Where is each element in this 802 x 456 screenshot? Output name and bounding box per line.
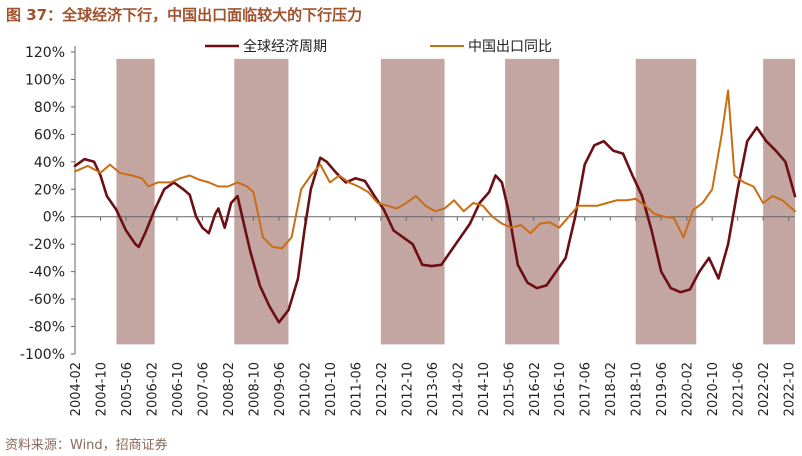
x-tick-label: 2020-02 [681, 362, 696, 416]
x-tick-label: 2006-02 [145, 362, 160, 416]
x-axis: 2004-02 2004-10 2005-06 2006-02 2006-10 2007-… [69, 216, 798, 416]
shaded-period-6 [763, 58, 795, 345]
x-tick-label: 2011-06 [349, 362, 364, 416]
series-line-2 [74, 89, 796, 250]
legend-label-1: 全球经济周期 [243, 38, 327, 55]
legend-label-2: 中国出口同比 [468, 39, 552, 55]
shaded-period-5 [635, 58, 697, 345]
x-tick-label: 2006-10 [171, 362, 186, 416]
shaded-period-3 [380, 58, 445, 345]
x-tick-label: 2014-02 [451, 362, 466, 416]
x-tick-label: 2016-10 [553, 362, 568, 416]
y-tick-label: 120% [25, 45, 65, 61]
y-tick-label: 40% [34, 155, 65, 171]
x-tick-label: 2019-06 [655, 362, 670, 416]
series-lines [73, 89, 797, 324]
x-tick-label: 2004-10 [94, 362, 109, 416]
y-tick-label: -80% [29, 320, 65, 336]
x-tick-label: 2015-06 [502, 362, 517, 416]
x-tick-label: 2017-06 [579, 362, 594, 416]
x-tick-label: 2012-10 [400, 362, 415, 416]
x-tick-label: 2005-06 [120, 362, 135, 416]
x-tick-label: 2022-10 [783, 362, 798, 416]
line-chart: 120% 100% 80% 60% 40% 20% 0% -20% -40% -60% -80% -1… [20, 38, 798, 416]
x-tick-label: 2020-10 [706, 362, 721, 416]
x-tick-label: 2008-02 [222, 362, 237, 416]
x-tick-label: 2012-02 [375, 362, 390, 416]
series-line-1 [73, 126, 797, 324]
x-tick-label: 2010-10 [324, 362, 339, 416]
chart-title: 图 37：全球经济下行，中国出口面临较大的下行压力 [6, 6, 363, 24]
y-tick-label: 60% [34, 127, 65, 143]
y-tick-label: 80% [34, 100, 65, 116]
shaded-period-4 [505, 58, 560, 345]
shaded-periods [116, 58, 795, 345]
y-tick-label: 100% [25, 72, 65, 88]
x-tick-label: 2004-02 [69, 362, 84, 416]
x-tick-label: 2018-02 [604, 362, 619, 416]
x-tick-label: 2010-02 [298, 362, 313, 416]
x-tick-label: 2018-10 [630, 362, 645, 416]
x-tick-label: 2016-02 [528, 362, 543, 416]
y-tick-label: 0% [43, 210, 65, 226]
x-tick-label: 2014-10 [477, 362, 492, 416]
y-tick-label: -60% [29, 292, 65, 308]
x-tick-label: 2008-10 [247, 362, 262, 416]
shaded-period-2 [234, 58, 289, 345]
y-tick-label: 20% [34, 182, 65, 198]
y-tick-label: -100% [20, 347, 65, 363]
shaded-period-1 [116, 58, 155, 345]
y-axis: 120% 100% 80% 60% 40% 20% 0% -20% -40% -60% -80% -1… [20, 45, 76, 363]
x-tick-label: 2007-06 [196, 362, 211, 416]
x-tick-label: 2022-02 [757, 362, 772, 416]
y-tick-label: -20% [29, 237, 65, 253]
x-tick-label: 2009-06 [273, 362, 288, 416]
x-tick-label: 2021-06 [732, 362, 747, 416]
x-tick-label: 2013-06 [426, 362, 441, 416]
source-note: 资料来源：Wind，招商证券 [5, 438, 168, 453]
legend: 全球经济周期 中国出口同比 [205, 38, 552, 55]
y-tick-label: -40% [29, 265, 65, 281]
